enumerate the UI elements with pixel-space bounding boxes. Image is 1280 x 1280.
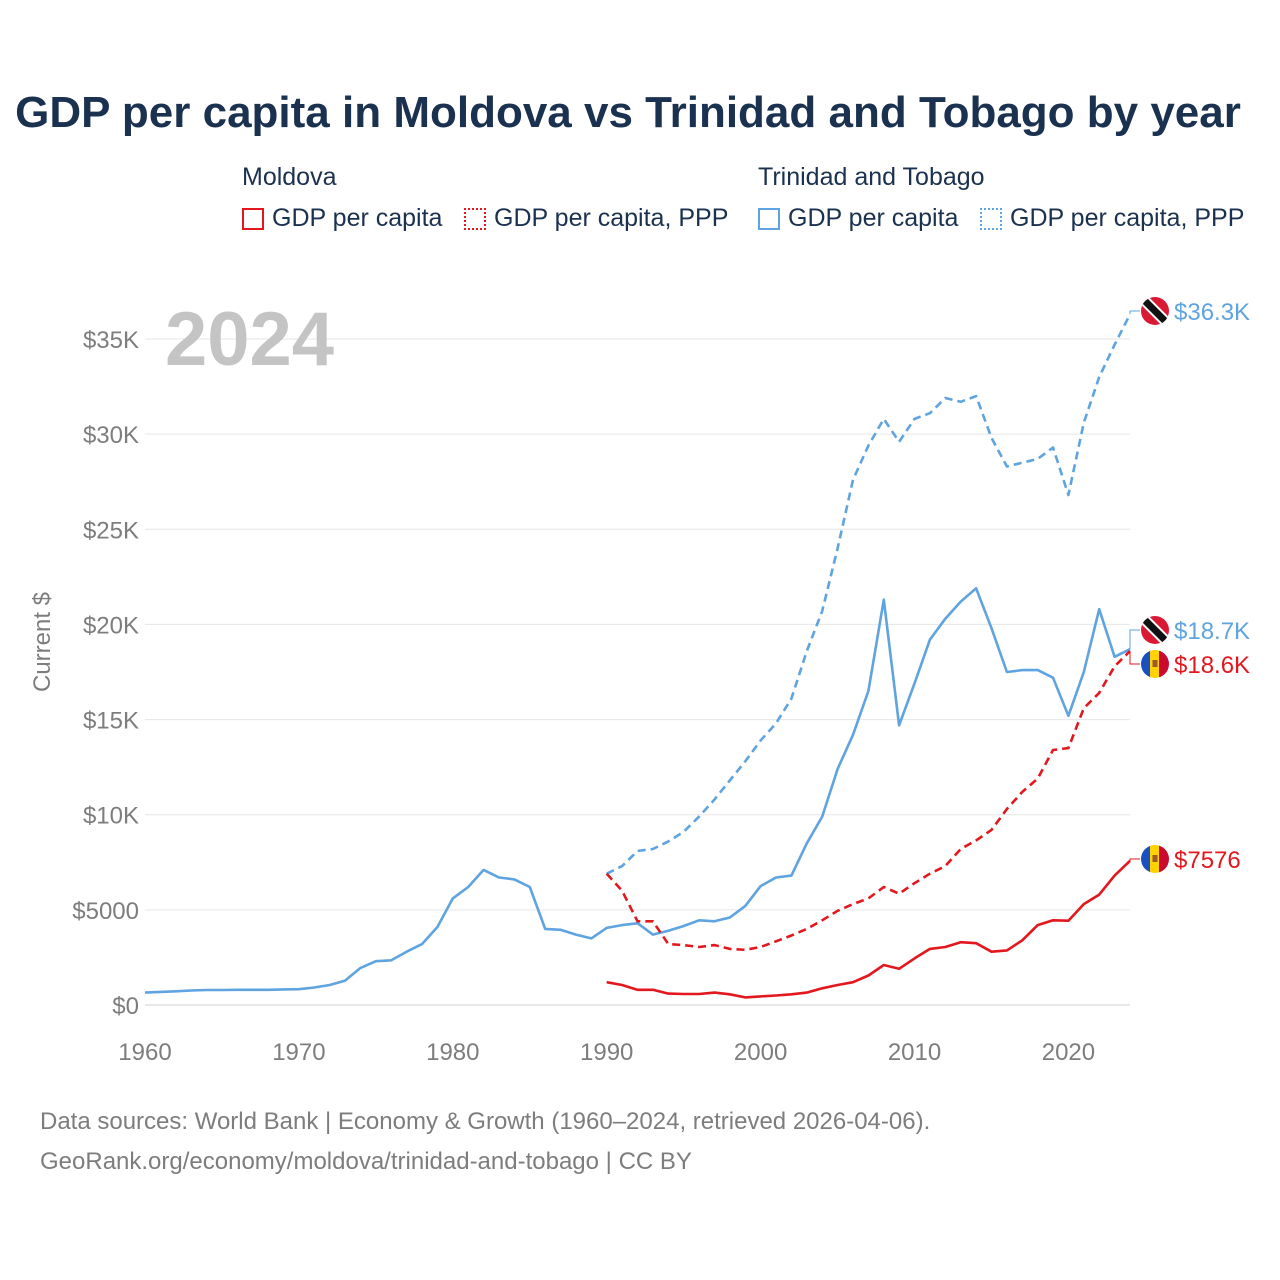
y-tick-label: $5000 xyxy=(72,898,139,925)
legend-swatch-tt-ppp xyxy=(980,207,1002,230)
chart-title: GDP per capita in Moldova vs Trinidad an… xyxy=(15,88,1241,137)
x-tick-label: 1990 xyxy=(580,1039,633,1066)
legend-label-moldova-gdp: GDP per capita xyxy=(272,204,443,232)
axis-layer: $0 $5000 $10K $15K $20K $25K $30K $35K 1960 1970 1… xyxy=(29,327,1095,1066)
y-tick-label: $15K xyxy=(83,708,139,735)
legend-swatch-moldova-gdp xyxy=(242,207,264,230)
x-tick-label: 2000 xyxy=(734,1039,787,1066)
series-line-2 xyxy=(605,650,1131,952)
x-tick-label: 2020 xyxy=(1042,1039,1095,1066)
y-tick-label: $10K xyxy=(83,803,139,830)
x-tick-label: 2010 xyxy=(888,1039,941,1066)
trinidad-flag-icon xyxy=(1141,297,1169,325)
y-tick-label: $20K xyxy=(83,612,139,639)
legend-tt-title: Trinidad and Tobago xyxy=(758,163,985,191)
y-tick-label: $25K xyxy=(83,517,139,544)
end-value-label: $36.3K xyxy=(1174,299,1250,326)
moldova-flag-icon xyxy=(1141,650,1169,678)
legend-moldova-gdp[interactable]: GDP per capita xyxy=(242,204,442,233)
sources-line-2: GeoRank.org/economy/moldova/trinidad-and… xyxy=(40,1148,692,1175)
legend-label-tt-gdp: GDP per capita xyxy=(788,204,959,232)
legend-moldova-title: Moldova xyxy=(242,163,337,191)
legend-label-tt-ppp: GDP per capita, PPP xyxy=(1010,204,1245,232)
moldova-flag-icon xyxy=(1141,845,1169,873)
end-label-layer: $36.3K $18.7K $18.6K $7576 xyxy=(1129,297,1250,874)
end-leader xyxy=(1129,651,1140,665)
legend-tt-ppp[interactable]: GDP per capita, PPP xyxy=(980,204,1244,233)
end-value-label: $7576 xyxy=(1174,847,1241,874)
legend-swatch-moldova-ppp xyxy=(464,207,486,230)
sources-line-1: Data sources: World Bank | Economy & Gro… xyxy=(40,1108,931,1135)
end-value-label: $18.7K xyxy=(1174,618,1250,645)
grid-layer xyxy=(145,338,1130,1006)
series-line-0 xyxy=(606,313,1132,875)
trinidad-flag-icon xyxy=(1141,616,1169,644)
legend-tt-gdp[interactable]: GDP per capita xyxy=(758,204,958,233)
y-tick-label: $30K xyxy=(83,422,139,449)
x-tick-label: 1980 xyxy=(426,1039,479,1066)
series-line-3 xyxy=(606,859,1131,999)
end-value-label: $18.6K xyxy=(1174,652,1250,679)
legend-moldova-ppp[interactable]: GDP per capita, PPP xyxy=(464,204,728,233)
legend-label-moldova-ppp: GDP per capita, PPP xyxy=(494,204,729,232)
y-tick-label: $0 xyxy=(112,993,139,1020)
end-leader xyxy=(1129,858,1140,861)
y-axis-label: Current $ xyxy=(29,592,56,692)
series-line-1 xyxy=(144,586,1131,994)
x-tick-label: 1960 xyxy=(118,1039,171,1066)
y-tick-label: $35K xyxy=(83,327,139,354)
end-leader xyxy=(1129,629,1140,650)
x-tick-label: 1970 xyxy=(272,1039,325,1066)
end-leader xyxy=(1129,310,1140,315)
series-layer xyxy=(144,313,1132,999)
legend-swatch-tt-gdp xyxy=(758,207,780,230)
year-badge: 2024 xyxy=(165,297,335,382)
